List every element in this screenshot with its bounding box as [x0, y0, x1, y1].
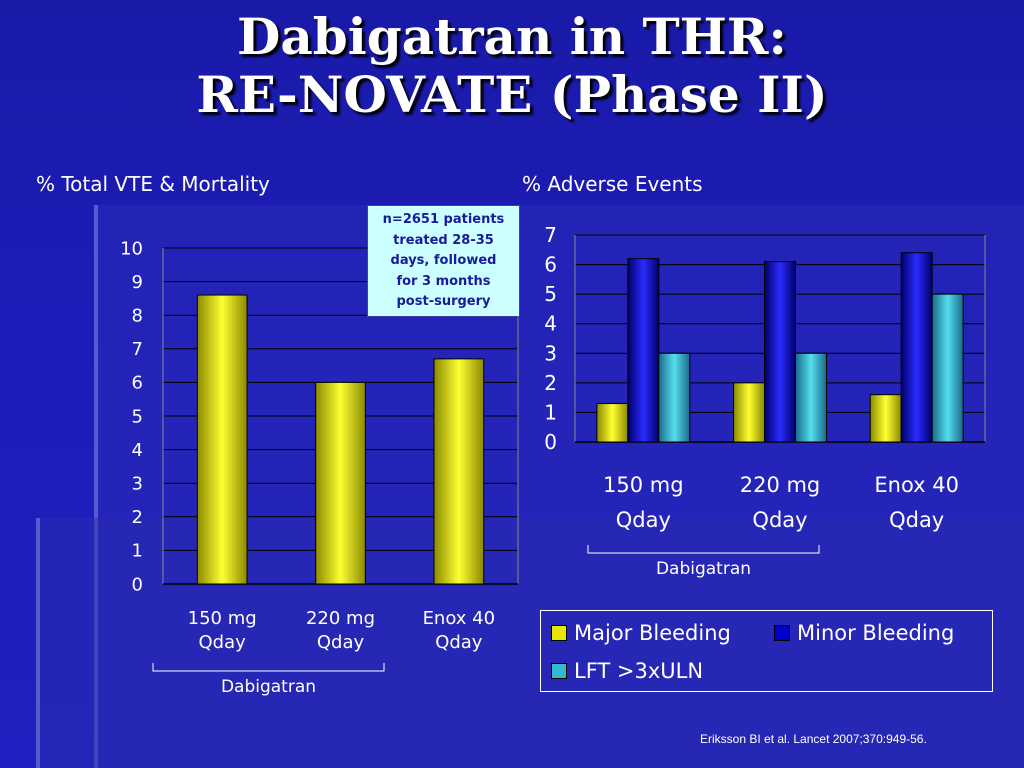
- y-tick-label: 7: [544, 223, 557, 247]
- legend-item-lft: LFT >3xULN: [551, 659, 703, 683]
- right-chart-heading: % Adverse Events: [522, 172, 703, 196]
- title-line-1: Dabigatran in THR:: [237, 7, 787, 66]
- x-tick-label: Qday: [435, 632, 483, 653]
- x-tick-label: Qday: [199, 632, 247, 653]
- y-tick-label: 3: [132, 474, 143, 495]
- legend-item-minor-bleeding: Minor Bleeding: [774, 621, 954, 645]
- legend-label: Minor Bleeding: [797, 621, 955, 645]
- dabigatran-bracket: [152, 663, 385, 672]
- y-tick-label: 0: [544, 430, 557, 454]
- study-info-box: n=2651 patients treated 28-35 days, foll…: [367, 205, 520, 317]
- info-line: post-surgery: [396, 294, 491, 309]
- dabigatran-bracket: [587, 545, 820, 554]
- y-tick-label: 3: [544, 341, 557, 365]
- legend-swatch: [774, 625, 790, 641]
- x-tick-label: 150 mg: [603, 473, 684, 497]
- y-tick-label: 10: [120, 238, 143, 259]
- bar: [315, 381, 366, 585]
- y-tick-label: 4: [544, 312, 557, 336]
- x-tick-label: Qday: [889, 508, 944, 532]
- legend-item-major-bleeding: Major Bleeding: [551, 621, 731, 645]
- citation: Eriksson BI et al. Lancet 2007;370:949-5…: [700, 732, 927, 746]
- x-tick-label: Qday: [616, 508, 671, 532]
- legend-label: Major Bleeding: [574, 621, 731, 645]
- bar: [627, 258, 660, 443]
- y-tick-label: 2: [132, 507, 143, 528]
- y-tick-label: 8: [132, 306, 143, 327]
- y-tick-label: 6: [544, 253, 557, 277]
- legend-label: LFT >3xULN: [574, 659, 704, 683]
- bar: [196, 294, 248, 585]
- x-tick-label: 220 mg: [740, 473, 821, 497]
- y-tick-label: 7: [132, 339, 143, 360]
- y-tick-label: 9: [132, 272, 143, 293]
- bar: [764, 261, 796, 443]
- bar: [658, 352, 691, 443]
- x-tick-label: 220 mg: [306, 608, 375, 629]
- slide-title: Dabigatran in THR: RE-NOVATE (Phase II): [0, 8, 1024, 124]
- bar: [794, 352, 827, 443]
- y-tick-label: 2: [544, 371, 557, 395]
- bracket-label: Dabigatran: [656, 559, 751, 579]
- y-tick-label: 1: [544, 400, 557, 424]
- info-line: treated 28-35: [393, 232, 494, 248]
- bar: [900, 252, 933, 443]
- x-tick-label: Qday: [317, 632, 365, 653]
- bar: [596, 403, 629, 443]
- y-tick-label: 5: [132, 406, 143, 427]
- y-tick-label: 6: [132, 373, 143, 394]
- background-edge: [94, 205, 98, 768]
- x-tick-label: 150 mg: [188, 608, 257, 629]
- x-tick-label: Enox 40: [423, 608, 496, 629]
- y-tick-label: 1: [132, 541, 143, 562]
- title-line-2: RE-NOVATE (Phase II): [196, 65, 828, 124]
- x-tick-label: Enox 40: [874, 473, 959, 497]
- x-tick-label: Qday: [752, 508, 807, 532]
- chart-legend: Major Bleeding Minor Bleeding LFT >3xULN: [540, 610, 993, 692]
- y-tick-label: 5: [544, 282, 557, 306]
- info-line: for 3 months: [396, 273, 491, 289]
- left-chart-heading: % Total VTE & Mortality: [36, 172, 270, 196]
- bar: [931, 293, 964, 443]
- y-tick-label: 4: [132, 440, 143, 461]
- bar: [733, 382, 766, 443]
- bracket-label: Dabigatran: [221, 677, 316, 697]
- legend-swatch: [551, 625, 567, 641]
- bar: [433, 358, 485, 585]
- info-line: days, followed: [390, 253, 497, 268]
- info-line: n=2651 patients: [382, 212, 505, 227]
- legend-swatch: [551, 663, 567, 679]
- bar: [869, 394, 902, 443]
- background-edge-lower: [36, 518, 40, 768]
- y-tick-label: 0: [132, 574, 143, 595]
